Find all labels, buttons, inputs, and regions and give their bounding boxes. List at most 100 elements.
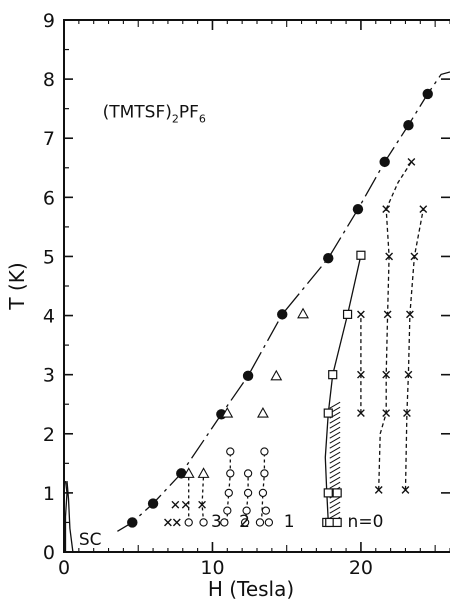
hatch-stroke (329, 441, 341, 449)
data-point-filled-circle (403, 120, 414, 131)
y-tick-label: 9 (43, 10, 55, 32)
hatch-stroke (329, 451, 341, 459)
compound-mid: PF (179, 103, 199, 123)
data-point-cross (401, 486, 410, 494)
data-point-open-circle (260, 469, 269, 478)
hatch-stroke (329, 421, 341, 429)
data-point-cross (406, 310, 414, 319)
hatch-stroke (329, 471, 341, 479)
y-tick-label: 2 (43, 424, 55, 446)
n3-line-b (201, 473, 205, 523)
hatch-stroke (329, 446, 341, 454)
data-point-open-triangle (257, 406, 269, 418)
hatch-stroke (329, 506, 341, 514)
data-point-open-triangle (270, 369, 283, 381)
compound-sub1: 2 (172, 113, 179, 126)
data-point-cross (407, 157, 416, 166)
y-axis-title: T (K) (5, 262, 29, 310)
data-point-filled-circle (127, 517, 138, 528)
hatch-stroke (329, 461, 341, 469)
sc-boundary-outer (64, 481, 68, 552)
data-point-cross (357, 370, 365, 379)
data-point-filled-circle (379, 156, 390, 168)
n3-label: 3 (211, 512, 222, 532)
y-tick-label: 4 (43, 306, 55, 328)
data-point-open-circle (240, 518, 250, 527)
n1-small-line (260, 451, 266, 523)
data-point-cross (382, 370, 391, 379)
data-point-filled-circle (242, 370, 254, 382)
hatch-stroke (329, 456, 341, 464)
data-point-cross (357, 409, 365, 417)
data-point-cross (181, 500, 190, 509)
data-point-cross (383, 310, 392, 319)
y-tick-label: 6 (43, 187, 55, 209)
data-point-open-circle (226, 447, 235, 456)
plot-frame (63, 19, 450, 553)
data-point-cross (382, 205, 391, 214)
hatch-stroke (329, 501, 341, 509)
data-point-open-triangle (221, 406, 234, 418)
data-point-open-circle (242, 506, 251, 515)
sc-boundary-inner (66, 481, 74, 553)
hatch-stroke (329, 466, 341, 474)
data-point-cross (164, 518, 172, 527)
data-point-cross (198, 500, 206, 509)
n0-interior-line-a (378, 209, 390, 490)
n0-label: n=0 (348, 512, 384, 532)
data-point-open-square (323, 408, 333, 418)
compound-sub2: 6 (199, 113, 206, 126)
data-point-open-circle (255, 518, 265, 527)
y-tick-label: 0 (43, 542, 55, 564)
n0-interior-line-b (404, 209, 424, 490)
x-tick-label: 0 (58, 557, 70, 579)
data-point-open-circle (243, 469, 253, 478)
data-point-cross (410, 252, 419, 261)
hatch-stroke (329, 426, 341, 434)
sc-label: SC (79, 530, 102, 550)
data-point-open-triangle (182, 467, 195, 478)
n0-interior-top (385, 161, 412, 210)
y-tick-label: 5 (43, 246, 55, 268)
data-point-filled-circle (323, 253, 334, 264)
data-point-open-square (332, 517, 342, 528)
data-point-open-circle (260, 447, 269, 456)
data-point-cross (172, 518, 181, 527)
data-point-open-square (332, 488, 342, 498)
data-point-open-circle (220, 518, 229, 527)
data-point-open-square (328, 370, 338, 380)
hatch-stroke (329, 496, 341, 504)
y-tick-label: 1 (43, 483, 55, 505)
data-point-filled-circle (277, 309, 288, 320)
data-point-open-triangle (197, 467, 210, 478)
hatch-stroke (329, 511, 341, 519)
x-tick-label: 20 (349, 557, 373, 579)
hatch-stroke (329, 436, 341, 444)
data-point-open-circle (258, 488, 268, 498)
n1-label: 1 (284, 512, 295, 532)
data-point-open-square (325, 517, 335, 528)
data-point-open-circle (264, 518, 274, 527)
y-tick-label: 7 (43, 128, 55, 150)
main-phase-boundary (117, 71, 450, 532)
data-point-open-triangle (297, 307, 309, 319)
data-point-open-circle (199, 518, 208, 527)
x-tick-label: 10 (200, 557, 224, 579)
data-point-cross (403, 409, 411, 417)
data-point-open-square (323, 488, 333, 498)
hatch-stroke (329, 401, 341, 409)
y-tick-label: 3 (43, 365, 55, 387)
data-point-cross (357, 310, 365, 319)
y-tick-label: 8 (43, 69, 55, 91)
data-point-filled-circle (352, 203, 364, 215)
hatch-stroke (329, 476, 341, 484)
compound-label: (TMTSF)2PF6 (103, 103, 206, 126)
data-point-cross (171, 500, 180, 509)
data-point-filled-circle (422, 88, 433, 100)
compound-prefix: (TMTSF) (103, 103, 172, 123)
data-point-cross (385, 252, 394, 261)
hatch-stroke (329, 431, 341, 439)
hatch-stroke (329, 481, 341, 489)
